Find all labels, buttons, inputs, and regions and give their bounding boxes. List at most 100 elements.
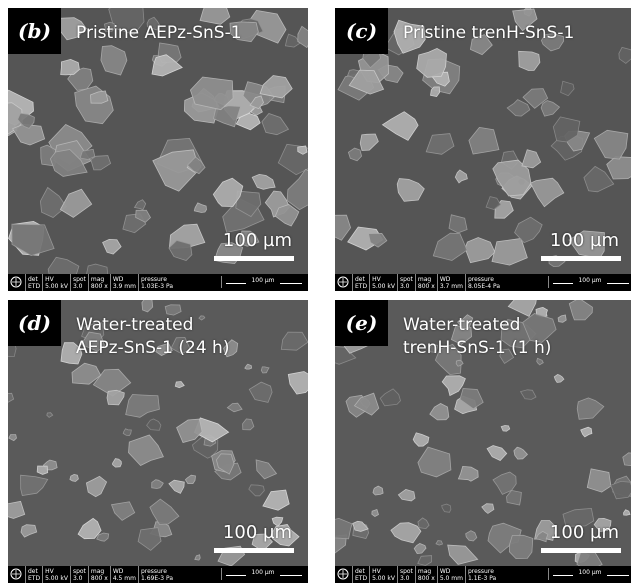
particle (507, 300, 537, 317)
particle (46, 412, 54, 418)
particle (286, 168, 308, 211)
panel-title: Water-treated trenH-SnS-1 (1 h) (403, 315, 552, 358)
particle (536, 357, 544, 366)
particle (413, 543, 427, 555)
particle (371, 508, 379, 517)
databar-pressure-header: pressure (140, 567, 167, 575)
particle (297, 145, 308, 155)
particle (465, 530, 478, 542)
fei-logo-icon (10, 276, 22, 288)
databar-wd-header: WD (439, 275, 451, 283)
particle (359, 133, 379, 151)
databar-det-header: det (28, 275, 38, 283)
particle (434, 343, 462, 376)
particle (297, 25, 308, 49)
particle (583, 165, 615, 193)
databar-det-value: ETD (355, 282, 368, 290)
particle (353, 392, 380, 416)
scale-label: 100 µm (549, 230, 619, 251)
databar-mag-value: 800 x (90, 574, 108, 582)
databar-hv-value: 5.00 kV (45, 282, 68, 290)
databar-spot-value: 3.0 (72, 282, 83, 290)
particle (514, 216, 543, 244)
particle (8, 434, 17, 442)
particle (553, 374, 565, 383)
databar-mag-value: 800 x (417, 574, 435, 582)
particle (20, 474, 49, 496)
particle (255, 459, 278, 480)
sem-panel-d: (d) Water-treated AEPz-SnS-1 (24 h) 100 … (8, 300, 308, 583)
particle (335, 517, 353, 540)
particle (576, 397, 605, 420)
particle (125, 394, 160, 418)
particle (390, 522, 422, 544)
particle (90, 90, 109, 104)
panel-title: Water-treated AEPz-SnS-1 (24 h) (76, 315, 230, 358)
particle (69, 473, 79, 482)
particle (432, 232, 468, 261)
particle (90, 155, 112, 171)
particle (372, 485, 384, 496)
particle (481, 503, 495, 514)
particle (586, 468, 612, 493)
particle (270, 524, 300, 547)
particle (416, 47, 447, 78)
sem-micrograph (8, 300, 308, 566)
particle (485, 196, 502, 210)
particle (80, 331, 105, 352)
particle (262, 489, 290, 511)
particle (176, 418, 203, 443)
databar-pressure-header: pressure (140, 275, 167, 283)
particle (454, 169, 468, 184)
databar-scale-text: 100 µm (246, 277, 280, 284)
particle (518, 50, 541, 71)
particle (168, 479, 185, 494)
particle (499, 348, 515, 365)
particle (500, 425, 511, 432)
particle (512, 8, 538, 32)
particle (417, 555, 433, 566)
databar-det-header: det (355, 275, 365, 283)
databar-hv-header: HV (372, 567, 381, 575)
particle (251, 173, 276, 190)
particle (96, 532, 110, 542)
particle (8, 500, 26, 519)
databar-wd-header: WD (112, 567, 124, 575)
scale-bar (541, 548, 621, 553)
particle (168, 240, 193, 261)
databar-wd-value: 5.0 mm (439, 574, 463, 582)
particle (49, 149, 88, 177)
instrument-databar: det ETD HV 5.00 kV spot 3.0 mag 800 x WD 5.0 … (335, 566, 631, 583)
databar-scale-text: 100 µm (573, 277, 607, 284)
particle (557, 314, 567, 323)
particle (128, 434, 164, 466)
databar-spot-value: 3.0 (399, 282, 410, 290)
particle (593, 517, 612, 533)
databar-spot-header: spot (399, 275, 413, 283)
particle (39, 186, 67, 218)
particle (348, 69, 385, 95)
scale-label: 100 µm (549, 522, 619, 543)
particle (259, 75, 293, 99)
particle (428, 344, 438, 353)
particle (260, 366, 270, 374)
particle (529, 177, 565, 208)
particle (522, 88, 549, 109)
particle (199, 8, 231, 25)
panel-label: (b) (8, 8, 61, 54)
particle (20, 524, 38, 538)
databar-hv-header: HV (372, 275, 381, 283)
particle (435, 540, 444, 546)
particle (560, 80, 575, 97)
particle (248, 381, 273, 403)
particle (506, 99, 531, 117)
particle (396, 178, 425, 202)
databar-hv-value: 5.00 kV (372, 282, 395, 290)
particle (457, 465, 479, 482)
particle (506, 489, 522, 506)
particle (459, 388, 484, 410)
databar-pressure-value: 1.69E-3 Pa (140, 574, 174, 582)
particle (562, 507, 595, 527)
panel-label: (e) (335, 300, 388, 346)
particle (47, 256, 80, 274)
